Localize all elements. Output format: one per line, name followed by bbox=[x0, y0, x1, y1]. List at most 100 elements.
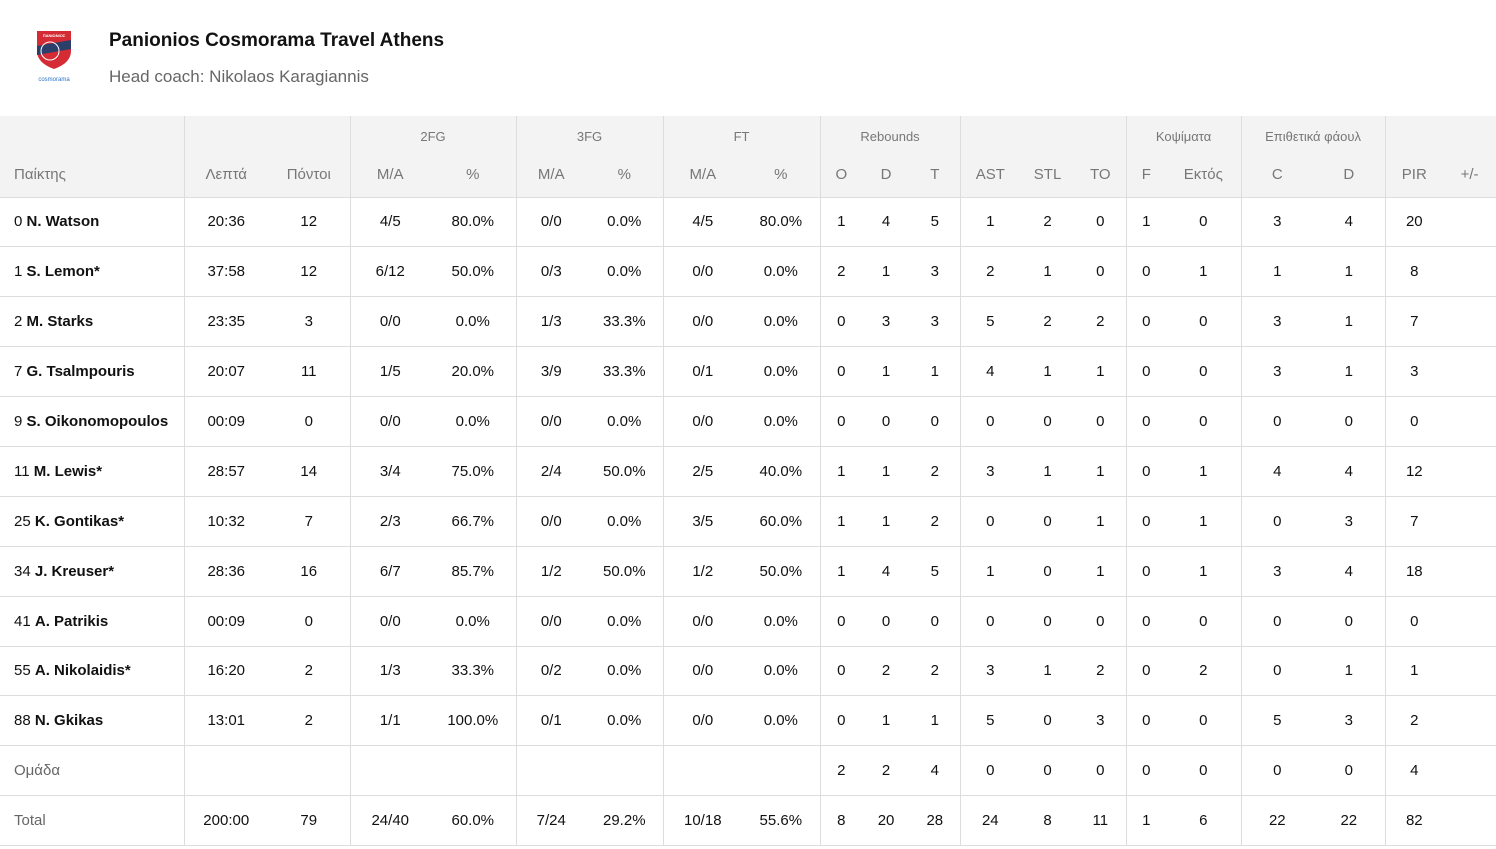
stat-8: 80.0% bbox=[742, 196, 821, 247]
stat-2: 12 bbox=[268, 196, 350, 247]
stat-17: 0 bbox=[1240, 595, 1314, 647]
column-header[interactable]: % bbox=[586, 152, 664, 197]
stat-14: 1 bbox=[1075, 545, 1127, 597]
column-header[interactable]: F bbox=[1125, 152, 1167, 197]
column-header[interactable]: % bbox=[742, 152, 821, 197]
stat-7: 0/0 bbox=[662, 246, 743, 297]
stat-11: 2 bbox=[910, 645, 961, 696]
stat-9: 1 bbox=[819, 196, 863, 247]
jersey-number: 1 bbox=[14, 263, 23, 281]
stat-11: 3 bbox=[910, 296, 961, 347]
player-name[interactable]: J. Kreuser* bbox=[34, 562, 115, 580]
stat-1: 37:58 bbox=[183, 246, 268, 297]
stat-6: 0.0% bbox=[586, 645, 664, 696]
svg-text:cosmorama: cosmorama bbox=[38, 77, 70, 83]
stat-19: 12 bbox=[1384, 445, 1444, 497]
column-header[interactable]: M/A bbox=[515, 152, 587, 197]
stat-10: 0 bbox=[862, 396, 911, 447]
column-header[interactable]: Λεπτά bbox=[183, 152, 268, 197]
stat-20 bbox=[1443, 595, 1496, 647]
player-name[interactable]: M. Starks bbox=[26, 313, 94, 331]
jersey-number: 9 bbox=[14, 413, 23, 430]
stat-7: 2/5 bbox=[662, 445, 743, 497]
stat-12: 5 bbox=[959, 695, 1021, 746]
stat-2: 14 bbox=[268, 445, 350, 497]
stat-13: 0 bbox=[1020, 495, 1076, 547]
column-header[interactable]: Παίκτης bbox=[0, 152, 184, 197]
stat-15: 1 bbox=[1125, 196, 1167, 247]
group-empty bbox=[183, 116, 350, 152]
stat-17: 22 bbox=[1240, 795, 1314, 847]
stat-4 bbox=[430, 745, 517, 796]
column-header[interactable]: STL bbox=[1020, 152, 1076, 197]
player-cell: Total bbox=[0, 795, 184, 847]
player-row: 1 S. Lemon* 37:58 12 6/12 50.0% 0/3 0.0% 0/0 0.0… bbox=[0, 246, 1496, 297]
player-name[interactable]: N. Gkikas bbox=[34, 712, 104, 730]
player-cell: 34 J. Kreuser* bbox=[0, 545, 184, 597]
column-header[interactable]: TO bbox=[1075, 152, 1127, 197]
stat-6: 29.2% bbox=[586, 795, 664, 847]
stat-11: 5 bbox=[910, 196, 961, 247]
stat-11: 28 bbox=[910, 795, 961, 847]
stat-1: 00:09 bbox=[183, 396, 268, 447]
stat-9: 2 bbox=[819, 246, 863, 297]
column-header[interactable]: +/- bbox=[1443, 152, 1496, 197]
column-header[interactable]: D bbox=[862, 152, 911, 197]
column-header[interactable]: O bbox=[819, 152, 863, 197]
stat-1: 10:32 bbox=[183, 495, 268, 547]
stat-16: 1 bbox=[1166, 495, 1242, 547]
column-header[interactable]: T bbox=[910, 152, 961, 197]
column-header[interactable]: M/A bbox=[349, 152, 430, 197]
jersey-number: 34 bbox=[14, 562, 31, 580]
stat-3: 1/5 bbox=[349, 346, 430, 397]
stat-2: 2 bbox=[268, 645, 350, 696]
stat-12: 0 bbox=[959, 745, 1021, 796]
column-header[interactable]: Εκτός bbox=[1166, 152, 1242, 197]
stat-9: 0 bbox=[819, 346, 863, 397]
column-header[interactable]: M/A bbox=[662, 152, 743, 197]
stat-6: 33.3% bbox=[586, 346, 664, 397]
stat-4: 33.3% bbox=[430, 645, 517, 696]
player-name[interactable]: A. Patrikis bbox=[34, 612, 109, 630]
stat-3: 24/40 bbox=[349, 795, 430, 847]
stat-6: 50.0% bbox=[586, 545, 664, 597]
stat-9: 1 bbox=[819, 545, 863, 597]
stat-3: 3/4 bbox=[349, 445, 430, 497]
stat-3: 6/12 bbox=[349, 246, 430, 297]
group-blocks: Κοψίματα bbox=[1125, 116, 1242, 152]
player-name[interactable]: M. Lewis* bbox=[33, 462, 103, 480]
stat-12: 0 bbox=[959, 396, 1021, 447]
player-name[interactable]: N. Watson bbox=[26, 213, 100, 231]
stat-2: 2 bbox=[268, 695, 350, 746]
stat-15: 0 bbox=[1125, 495, 1167, 547]
jersey-number: 0 bbox=[14, 213, 23, 231]
column-header[interactable]: % bbox=[430, 152, 517, 197]
player-name[interactable]: S. Lemon* bbox=[26, 263, 100, 281]
stat-8: 0.0% bbox=[742, 396, 821, 447]
stat-18: 4 bbox=[1313, 196, 1386, 247]
column-header[interactable]: PIR bbox=[1384, 152, 1444, 197]
team-name: Panionios Cosmorama Travel Athens bbox=[109, 30, 445, 51]
stat-6 bbox=[586, 745, 664, 796]
stat-8: 0.0% bbox=[742, 246, 821, 297]
column-header[interactable]: AST bbox=[959, 152, 1021, 197]
player-name[interactable]: G. Tsalmpouris bbox=[26, 363, 135, 381]
stat-5: 7/24 bbox=[515, 795, 587, 847]
head-coach: Head coach: Nikolaos Karagiannis bbox=[109, 67, 369, 86]
column-header[interactable]: C bbox=[1240, 152, 1314, 197]
stat-10: 2 bbox=[862, 745, 911, 796]
stat-4: 85.7% bbox=[430, 545, 517, 597]
stat-16: 6 bbox=[1166, 795, 1242, 847]
column-header[interactable]: Πόντοι bbox=[268, 152, 350, 197]
stat-20 bbox=[1443, 346, 1496, 397]
player-cell: Ομάδα bbox=[0, 745, 184, 796]
player-name[interactable]: A. Nikolaidis* bbox=[34, 662, 131, 680]
stat-18: 1 bbox=[1313, 296, 1386, 347]
player-name[interactable]: K. Gontikas* bbox=[34, 512, 125, 530]
jersey-number: 41 bbox=[14, 612, 31, 630]
stat-20 bbox=[1443, 445, 1496, 497]
stat-18: 4 bbox=[1313, 445, 1386, 497]
column-header[interactable]: D bbox=[1313, 152, 1386, 197]
player-name[interactable]: S. Oikonomopoulos bbox=[26, 413, 169, 430]
stat-11: 3 bbox=[910, 246, 961, 297]
